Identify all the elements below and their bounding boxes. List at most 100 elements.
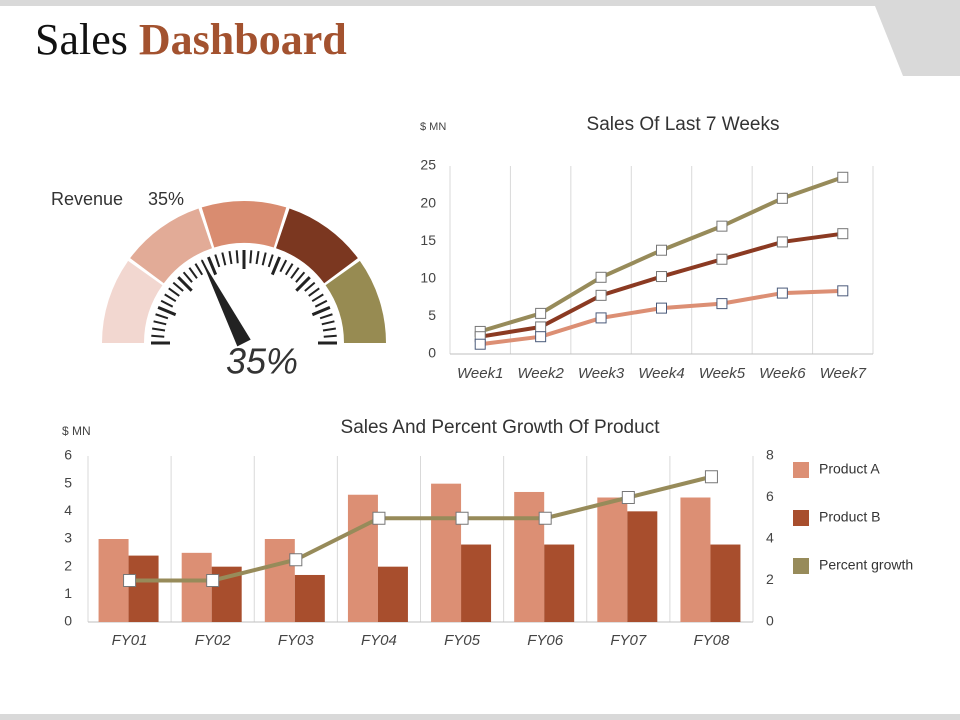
x-tick-label: Week2 (517, 365, 564, 382)
y2-tick-label: 4 (766, 530, 774, 546)
y-tick-label: 6 (64, 447, 72, 463)
gauge-tick (172, 281, 184, 292)
line-marker (535, 307, 547, 319)
line-marker (538, 511, 552, 525)
gauge-label-value: 35% (148, 189, 184, 209)
bar (627, 511, 658, 622)
line-marker (535, 321, 547, 333)
bar (461, 544, 492, 622)
legend-label: Product A (819, 461, 880, 477)
legend-swatch (793, 510, 809, 526)
gauge-tick (160, 299, 174, 308)
line-marker (716, 253, 728, 265)
line-marker (656, 302, 667, 314)
gauge-tick (290, 267, 300, 279)
line-marker (595, 289, 607, 301)
x-tick-label: Week7 (820, 365, 867, 382)
y2-tick-label: 2 (766, 571, 774, 587)
y2-tick-label: 6 (766, 488, 774, 504)
y2-tick-label: 8 (766, 447, 774, 463)
line-marker (535, 331, 547, 343)
line-marker (837, 285, 849, 297)
gauge-tick (304, 281, 316, 292)
gauge-segment (102, 260, 163, 343)
bar (128, 555, 159, 622)
gauge-segment (276, 208, 358, 284)
gauge-tick (228, 250, 233, 265)
gauge-tick (284, 263, 294, 276)
gauge-tick (270, 256, 281, 276)
y-tick-label: 0 (64, 613, 72, 629)
chart-title: Sales And Percent Growth Of Product (341, 417, 661, 438)
gauge-segment (130, 208, 212, 284)
gauge-tick (279, 259, 288, 273)
y-axis-label: $ MN (420, 121, 446, 133)
y-axis-label: $ MN (62, 424, 91, 438)
line-marker (474, 338, 486, 350)
line-marker (837, 171, 849, 183)
title-second: Dashboard (139, 15, 347, 64)
x-tick-label: Week3 (578, 365, 625, 382)
line-marker (716, 220, 728, 232)
y2-tick-label: 0 (766, 613, 774, 629)
line-marker (776, 236, 788, 248)
bar (680, 497, 711, 622)
line-marker (289, 553, 303, 567)
x-tick-label: Week5 (699, 365, 746, 382)
bar (377, 566, 408, 622)
line-marker (621, 491, 635, 504)
bar (431, 483, 462, 622)
legend-swatch (793, 462, 809, 478)
bar (597, 497, 628, 622)
bottom-bar (0, 714, 960, 720)
gauge-tick (235, 250, 239, 264)
y-tick-label: 5 (64, 474, 72, 490)
gauge-tick (177, 276, 193, 292)
bar (264, 539, 295, 622)
line-marker (704, 470, 718, 484)
gauge-tick (188, 267, 198, 279)
gauge-tick (311, 293, 324, 303)
x-tick-label: FY04 (361, 632, 397, 649)
gauge-tick (249, 250, 253, 264)
gauge-tick (155, 313, 169, 320)
x-tick-label: Week1 (457, 365, 503, 382)
x-tick-label: FY01 (112, 632, 148, 649)
gauge-tick (314, 299, 328, 308)
line-marker (595, 312, 607, 324)
title-first: Sales (35, 15, 128, 64)
y-tick-label: 20 (420, 194, 436, 210)
y-tick-label: 10 (420, 270, 436, 286)
gauge-tick (194, 263, 204, 276)
line-marker (595, 271, 607, 283)
gauge-needle (200, 258, 251, 347)
gauge-tick (319, 313, 333, 320)
gauge-tick (322, 327, 337, 332)
line-marker (776, 192, 788, 204)
legend-swatch (793, 558, 809, 574)
x-tick-label: FY05 (444, 632, 481, 649)
chart-title: Sales Of Last 7 Weeks (587, 114, 780, 135)
gauge-value: 35% (226, 341, 298, 382)
line-series (129, 474, 712, 583)
x-tick-label: FY03 (278, 632, 315, 649)
line-marker (455, 511, 469, 525)
x-tick-label: FY06 (527, 632, 564, 649)
gauge-tick (182, 271, 193, 283)
gauge-tick (168, 287, 180, 297)
gauge-tick (157, 306, 177, 317)
gauge-tick (207, 256, 218, 276)
gauge-tick (214, 254, 221, 268)
line-marker (837, 228, 849, 240)
line-marker (206, 574, 220, 587)
y-tick-label: 25 (420, 157, 436, 173)
gauge-label: Revenue (51, 189, 123, 209)
legend-label: Product B (819, 509, 880, 525)
bar (544, 544, 575, 622)
gauge-tick (311, 306, 331, 317)
x-tick-label: FY07 (610, 632, 647, 649)
line-marker (372, 511, 386, 525)
gauge-tick (255, 250, 260, 265)
legend-label: Percent growth (819, 557, 913, 573)
